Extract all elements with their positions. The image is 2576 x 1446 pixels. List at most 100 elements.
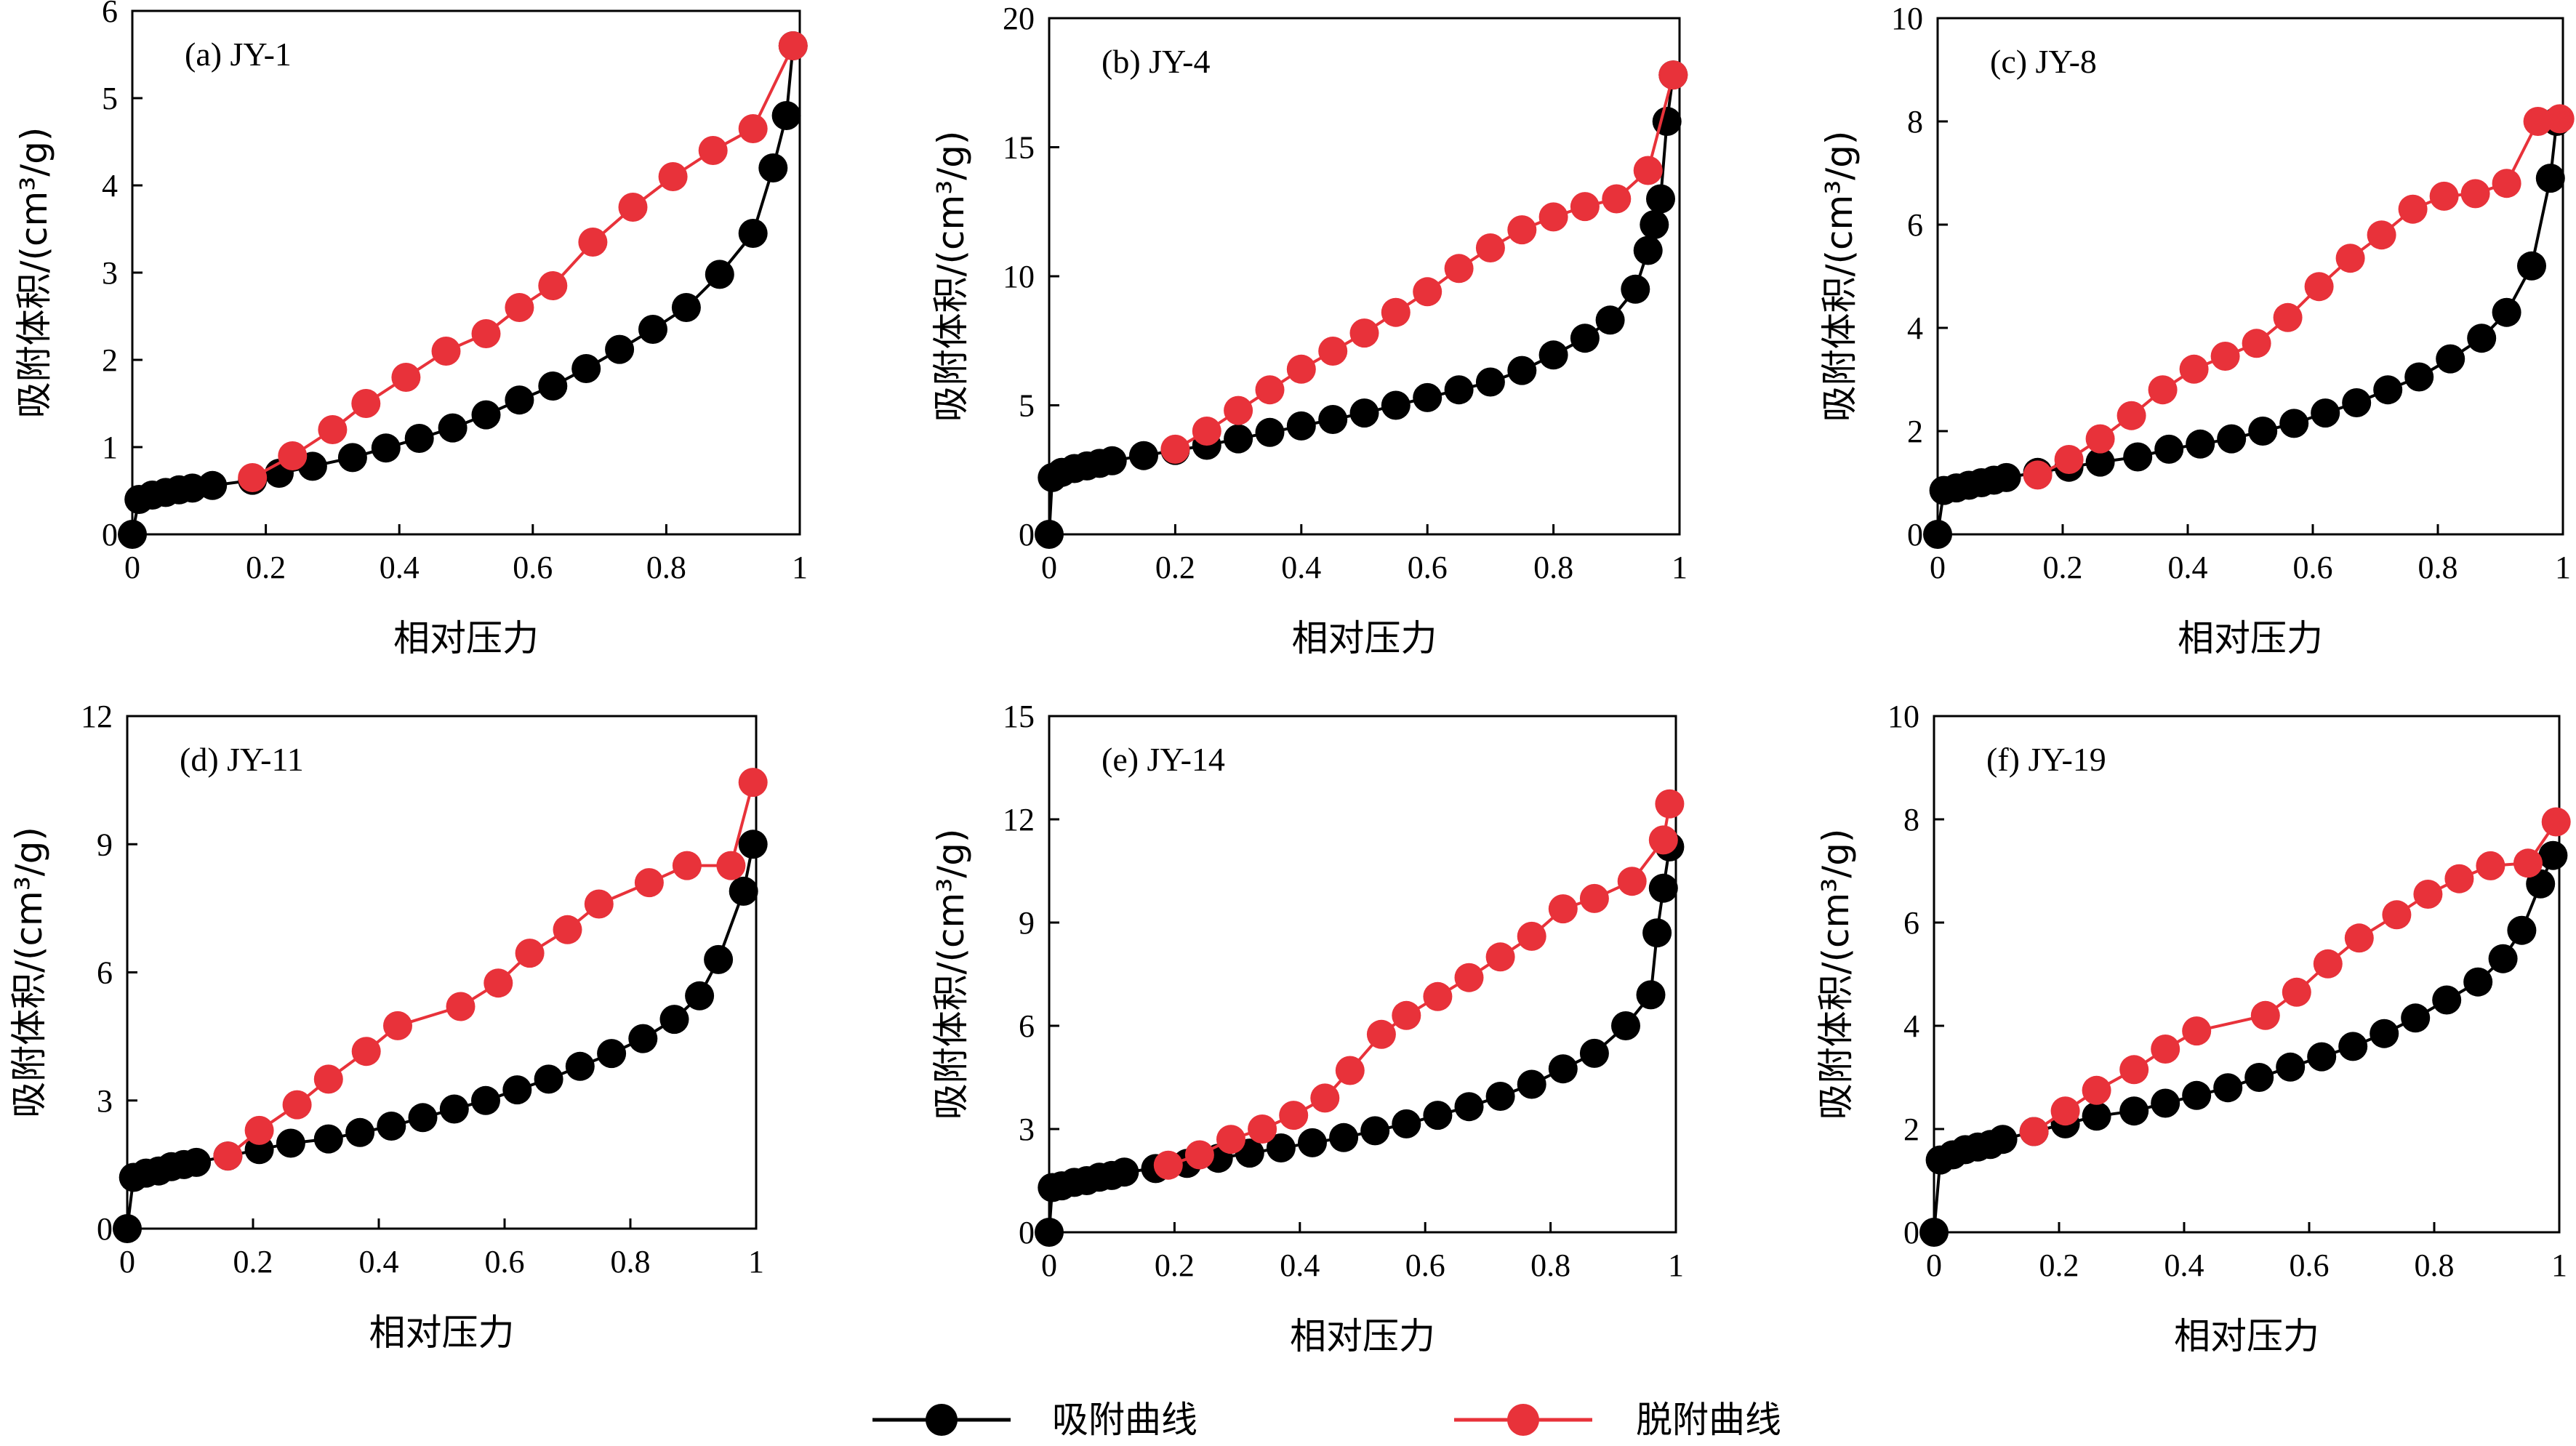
- adsorption-point: [345, 1117, 375, 1147]
- adsorption-point: [2276, 1052, 2306, 1082]
- adsorption-point: [738, 830, 768, 859]
- y-tick-label: 12: [1003, 802, 1035, 838]
- desorption-point: [1153, 1150, 1183, 1180]
- legend-desorption-label: 脱附曲线: [1636, 1399, 1781, 1441]
- desorption-point: [2513, 848, 2543, 878]
- adsorption-point: [2244, 1063, 2274, 1092]
- desorption-point: [1248, 1114, 1277, 1144]
- series-desorption: [213, 768, 768, 1171]
- desorption-point: [2382, 900, 2412, 930]
- desorption-point: [1655, 789, 1685, 819]
- desorption-point: [383, 1011, 412, 1040]
- adsorption-point: [2467, 324, 2497, 353]
- x-tick-label: 0.2: [1155, 550, 1195, 585]
- legend-desorption-marker: [1507, 1404, 1539, 1436]
- desorption-point: [2476, 851, 2505, 880]
- adsorption-point: [1485, 1082, 1515, 1111]
- y-tick-label: 0: [1903, 1215, 1919, 1250]
- adsorption-point: [337, 443, 367, 473]
- y-tick-label: 9: [97, 827, 113, 862]
- desorption-point: [2273, 302, 2303, 332]
- desorption-point: [2313, 949, 2343, 979]
- desorption-point: [1224, 395, 1253, 425]
- desorption-point: [658, 162, 688, 191]
- desorption-point: [1485, 942, 1515, 972]
- x-tick-label: 1: [792, 550, 808, 585]
- adsorption-point: [2432, 985, 2462, 1015]
- plot-frame: [1048, 715, 1677, 1234]
- y-axis-title: 吸附体积/(cm³/g): [13, 127, 55, 419]
- x-tick-label: 0.8: [1533, 550, 1573, 585]
- adsorption-point: [2182, 1080, 2212, 1110]
- adsorption-point: [671, 293, 701, 322]
- desorption-point: [213, 1141, 243, 1171]
- adsorption-point: [408, 1103, 438, 1133]
- legend-adsorption-marker: [926, 1404, 958, 1436]
- y-tick-label: 4: [102, 168, 118, 204]
- x-tick-label: 1: [2555, 550, 2571, 585]
- adsorption-point: [113, 1214, 142, 1243]
- adsorption-point: [2186, 429, 2215, 459]
- adsorption-point: [1266, 1133, 1296, 1162]
- x-axis-title: 相对压力: [2178, 617, 2323, 659]
- y-tick-label: 10: [1887, 699, 1919, 734]
- adsorption-point: [659, 1005, 689, 1035]
- desorption-point: [318, 415, 348, 444]
- desorption-point: [2054, 445, 2084, 474]
- desorption-point: [1633, 156, 1663, 185]
- adsorption-point: [628, 1024, 658, 1053]
- series-adsorption: [118, 31, 808, 549]
- adsorption-point: [1611, 1011, 1640, 1040]
- desorption-point: [1318, 337, 1348, 366]
- adsorption-point: [1129, 441, 1158, 470]
- desorption-point: [1570, 192, 1600, 222]
- desorption-point: [618, 193, 648, 222]
- desorption-point: [2545, 104, 2575, 134]
- x-tick-label: 0.2: [233, 1244, 273, 1280]
- y-tick-label: 1: [102, 430, 118, 465]
- x-tick-label: 0.8: [2415, 1248, 2455, 1283]
- adsorption-point: [705, 260, 734, 289]
- desorption-point: [1507, 215, 1537, 245]
- adsorption-point: [1648, 873, 1678, 903]
- desorption-point: [1548, 894, 1578, 924]
- adsorption-point: [2307, 1042, 2337, 1072]
- desorption-point: [282, 1090, 312, 1120]
- desorption-point: [698, 136, 728, 165]
- y-tick-label: 10: [1891, 1, 1923, 36]
- adsorption-point: [1454, 1092, 1484, 1122]
- adsorption-point: [2373, 375, 2403, 405]
- y-tick-label: 5: [102, 81, 118, 116]
- desorption-point: [584, 889, 614, 919]
- adsorption-point: [1652, 107, 1682, 136]
- desorption-point: [1454, 963, 1484, 992]
- desorption-point: [1192, 417, 1221, 446]
- adsorption-point: [2279, 409, 2309, 438]
- legend: 吸附曲线 脱附曲线: [872, 1399, 1781, 1441]
- desorption-point: [2541, 807, 2571, 837]
- panel-title: (b) JY-4: [1102, 43, 1210, 80]
- series-desorption: [1153, 789, 1685, 1180]
- y-tick-label: 4: [1907, 310, 1923, 346]
- desorption-point: [672, 851, 702, 880]
- desorption-point: [1579, 883, 1609, 913]
- desorption-point: [1648, 825, 1678, 855]
- adsorption-point: [1318, 405, 1348, 434]
- desorption-point: [634, 868, 664, 898]
- series-desorption: [238, 31, 808, 492]
- desorption-point: [2119, 1055, 2149, 1085]
- adsorption-point: [2082, 1101, 2111, 1131]
- panel-5: 0 0.2 0.4 0.6 0.8 10246810相对压力吸附体积/(cm³/g)(f)…: [1815, 699, 2571, 1357]
- desorption-point: [2082, 1075, 2111, 1105]
- adsorption-point: [2123, 442, 2153, 472]
- adsorption-point: [1224, 424, 1253, 454]
- desorption-point: [2492, 169, 2521, 198]
- panel-title: (e) JY-14: [1102, 741, 1225, 778]
- y-tick-label: 15: [1003, 699, 1035, 734]
- adsorption-point: [1286, 411, 1316, 441]
- x-tick-label: 0.2: [1155, 1248, 1195, 1283]
- desorption-line: [1168, 803, 1672, 1167]
- desorption-point: [278, 441, 308, 470]
- series-adsorption: [1923, 107, 2572, 549]
